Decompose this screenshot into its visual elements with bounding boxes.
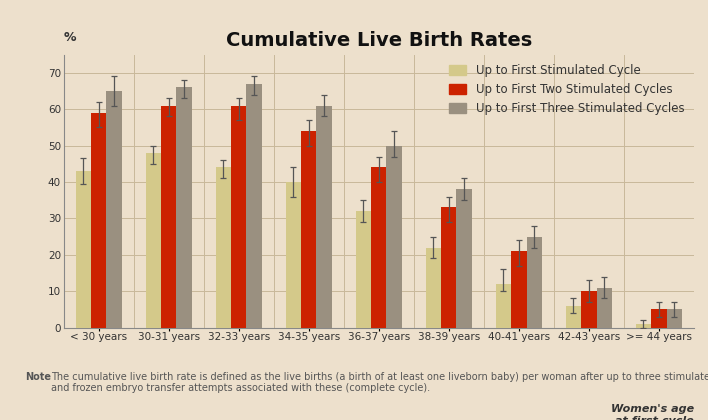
- Bar: [106, 91, 122, 328]
- Title: Cumulative Live Birth Rates: Cumulative Live Birth Rates: [226, 31, 532, 50]
- Bar: [666, 310, 682, 328]
- Bar: [231, 105, 246, 328]
- Text: %: %: [64, 31, 76, 44]
- Bar: [176, 87, 192, 328]
- Bar: [371, 168, 387, 328]
- Bar: [566, 306, 581, 328]
- Bar: [581, 291, 597, 328]
- Legend: Up to First Stimulated Cycle, Up to First Two Stimulated Cycles, Up to First Thr: Up to First Stimulated Cycle, Up to Firs…: [445, 60, 688, 118]
- Bar: [216, 168, 231, 328]
- Bar: [76, 171, 91, 328]
- Bar: [441, 207, 457, 328]
- Bar: [146, 153, 161, 328]
- Bar: [91, 113, 106, 328]
- Bar: [511, 251, 527, 328]
- Bar: [597, 288, 612, 328]
- Bar: [387, 146, 402, 328]
- Bar: [161, 105, 176, 328]
- Bar: [355, 211, 371, 328]
- Bar: [301, 131, 316, 328]
- Bar: [496, 284, 511, 328]
- Bar: [457, 189, 472, 328]
- Bar: [246, 84, 262, 328]
- Text: The cumulative live birth rate is defined as the live births (a birth of at leas: The cumulative live birth rate is define…: [51, 372, 708, 393]
- Bar: [651, 310, 666, 328]
- Bar: [636, 324, 651, 328]
- Bar: [316, 105, 332, 328]
- Text: Note: Note: [25, 372, 51, 382]
- Bar: [285, 182, 301, 328]
- Bar: [426, 247, 441, 328]
- Bar: [527, 236, 542, 328]
- Text: Women's age
at first cycle: Women's age at first cycle: [611, 404, 694, 420]
